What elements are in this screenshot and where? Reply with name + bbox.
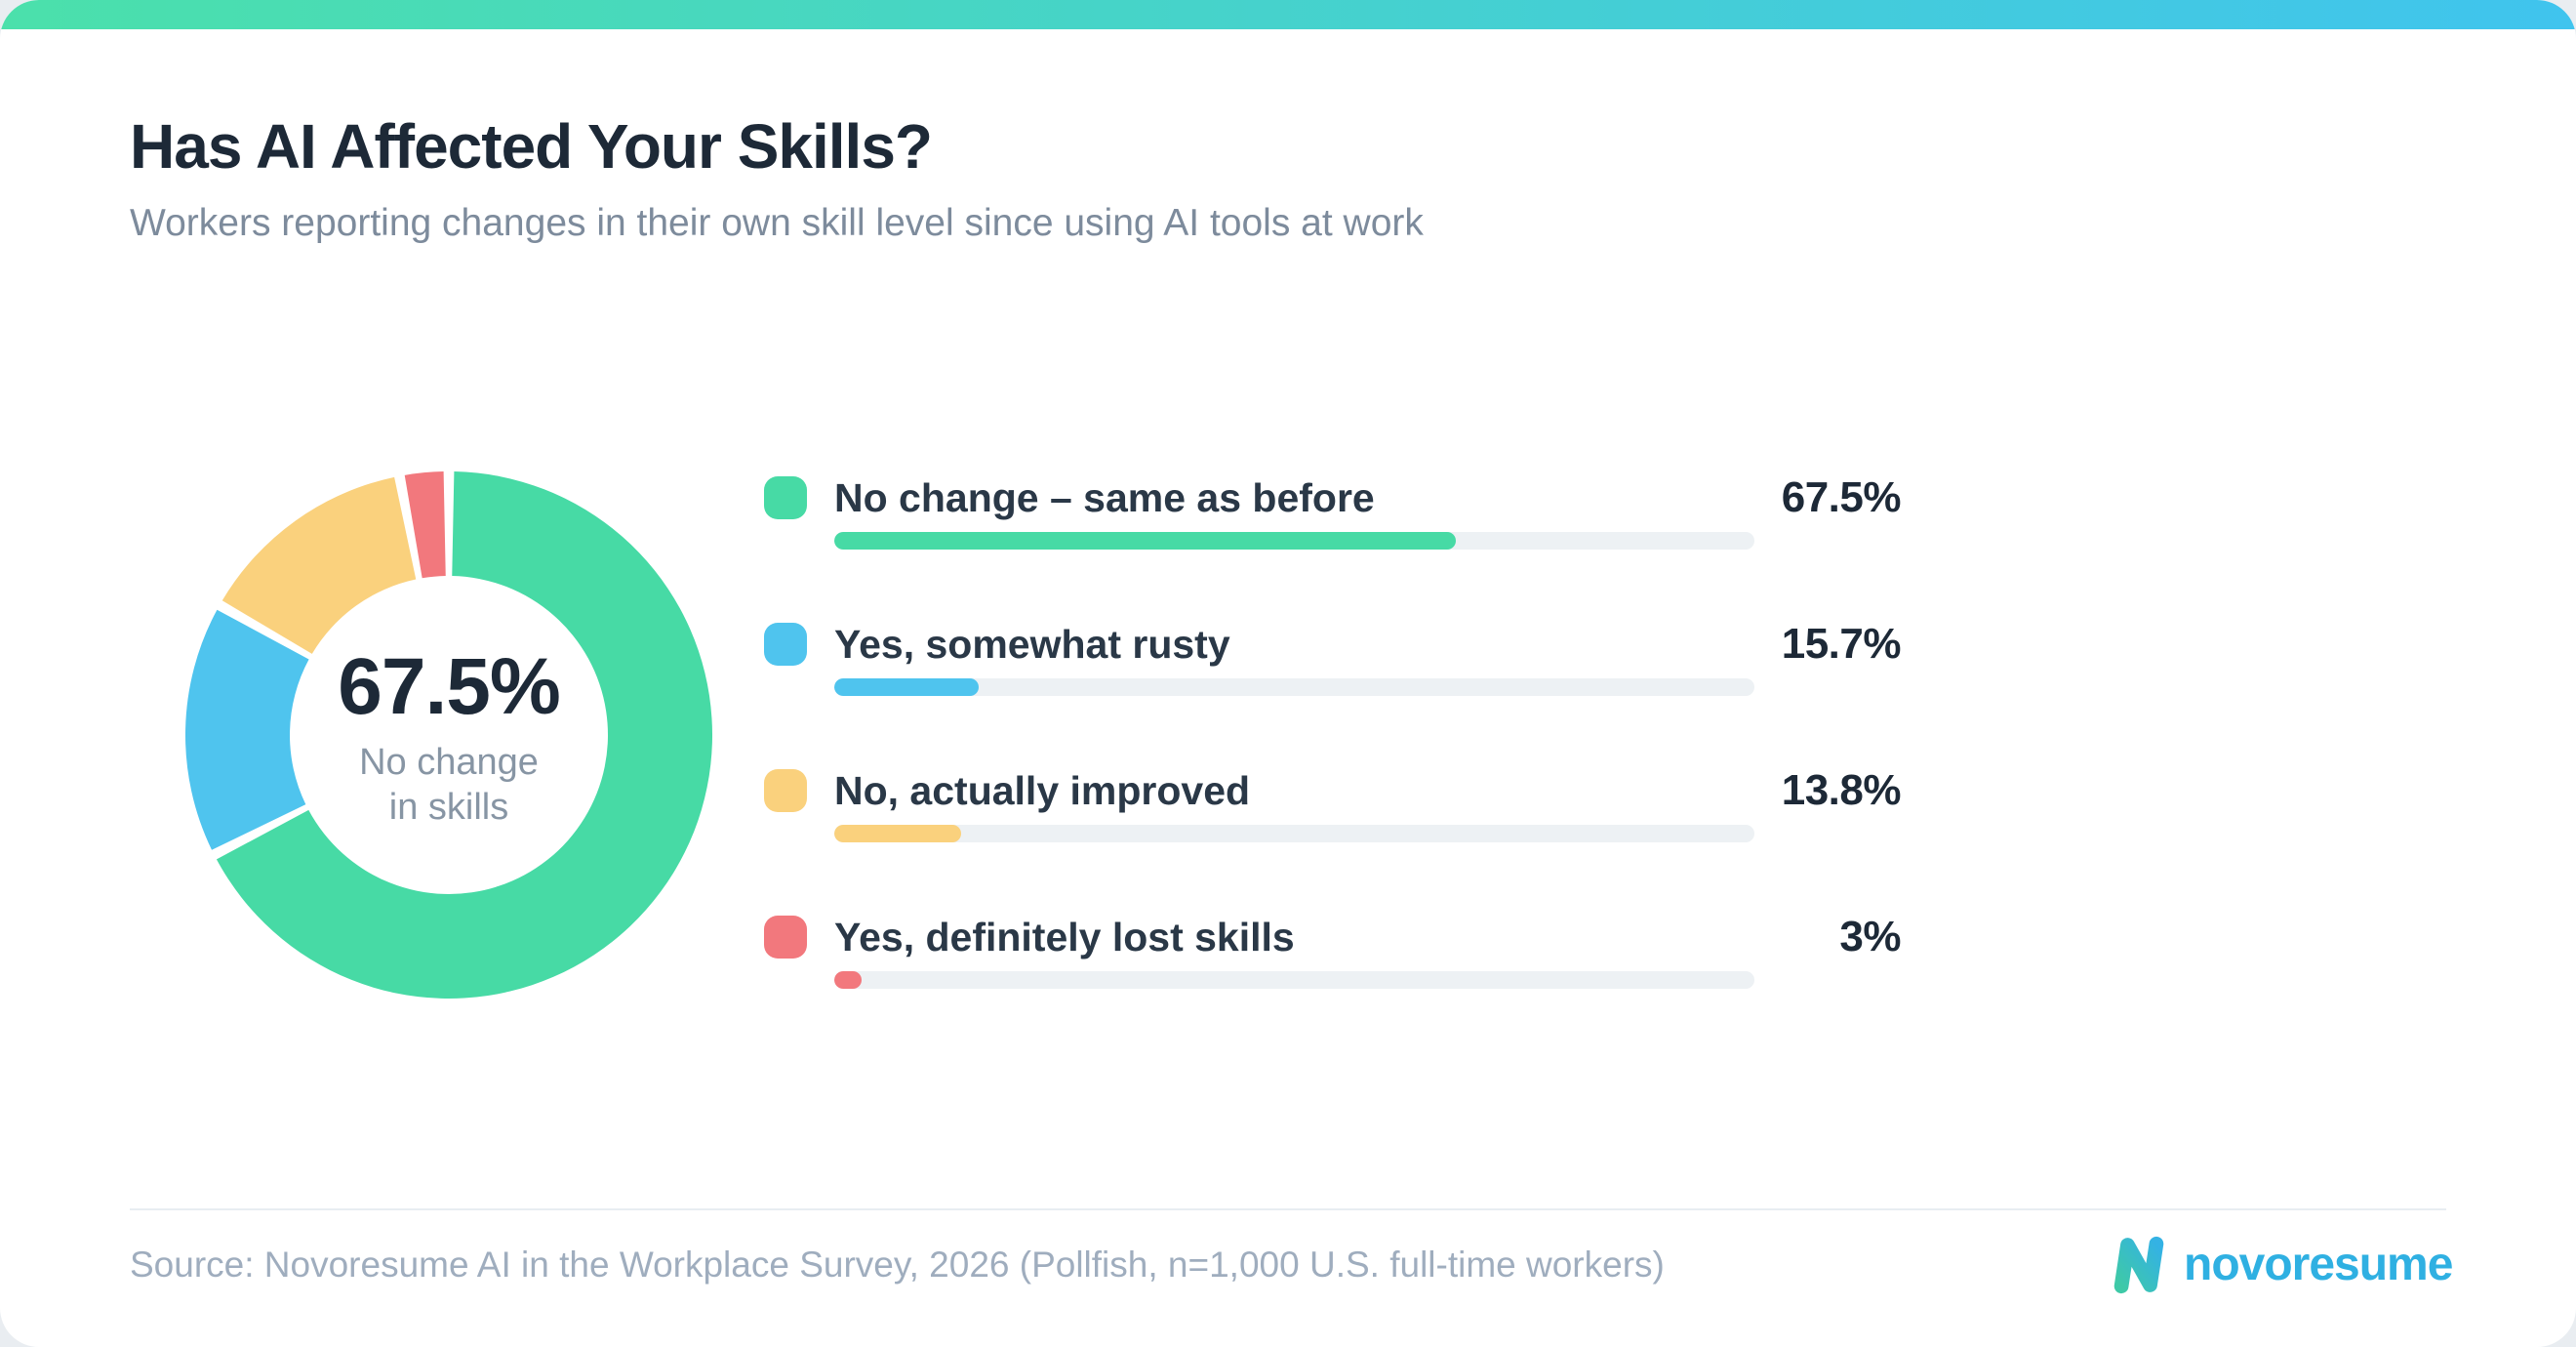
legend-bar-track bbox=[834, 825, 1754, 842]
legend-bar-track bbox=[834, 532, 1754, 550]
legend-bar-track bbox=[834, 971, 1754, 989]
legend-row: No change – same as before 67.5% bbox=[764, 471, 1902, 618]
novoresume-n-icon bbox=[2113, 1236, 2164, 1294]
legend-swatch bbox=[764, 623, 807, 666]
legend-value: 3% bbox=[1839, 913, 1901, 960]
footer-divider bbox=[130, 1208, 2446, 1210]
legend-row: Yes, somewhat rusty 15.7% bbox=[764, 618, 1902, 764]
page-title: Has AI Affected Your Skills? bbox=[130, 111, 933, 182]
legend-swatch bbox=[764, 916, 807, 959]
legend-bar-fill bbox=[834, 678, 980, 696]
legend-label: Yes, definitely lost skills bbox=[834, 915, 1295, 959]
legend-bar-fill bbox=[834, 825, 962, 842]
top-accent-bar bbox=[0, 0, 2576, 29]
legend-bar-track bbox=[834, 678, 1754, 696]
legend: No change – same as before 67.5% Yes, so… bbox=[764, 471, 1902, 1057]
legend-label: No, actually improved bbox=[834, 768, 1251, 813]
donut-chart: 67.5% No change in skills bbox=[185, 471, 712, 999]
header: Has AI Affected Your Skills? Workers rep… bbox=[130, 109, 1424, 248]
page-subtitle: Workers reporting changes in their own s… bbox=[130, 202, 1424, 244]
source-text: Source: Novoresume AI in the Workplace S… bbox=[130, 1245, 1665, 1285]
legend-swatch bbox=[764, 769, 807, 812]
novoresume-logo: novoresume bbox=[2108, 1230, 2453, 1300]
legend-value: 15.7% bbox=[1781, 620, 1902, 668]
legend-swatch bbox=[764, 476, 807, 519]
legend-label: Yes, somewhat rusty bbox=[834, 622, 1230, 667]
donut-svg bbox=[185, 471, 712, 999]
legend-label: No change – same as before bbox=[834, 475, 1375, 520]
legend-row: Yes, definitely lost skills 3% bbox=[764, 911, 1901, 1057]
legend-row: No, actually improved 13.8% bbox=[764, 764, 1902, 911]
novoresume-wordmark: novoresume bbox=[2184, 1239, 2453, 1290]
legend-bar-fill bbox=[834, 971, 863, 989]
legend-value: 13.8% bbox=[1781, 766, 1902, 814]
legend-value: 67.5% bbox=[1781, 473, 1902, 521]
legend-bar-fill bbox=[834, 532, 1456, 550]
